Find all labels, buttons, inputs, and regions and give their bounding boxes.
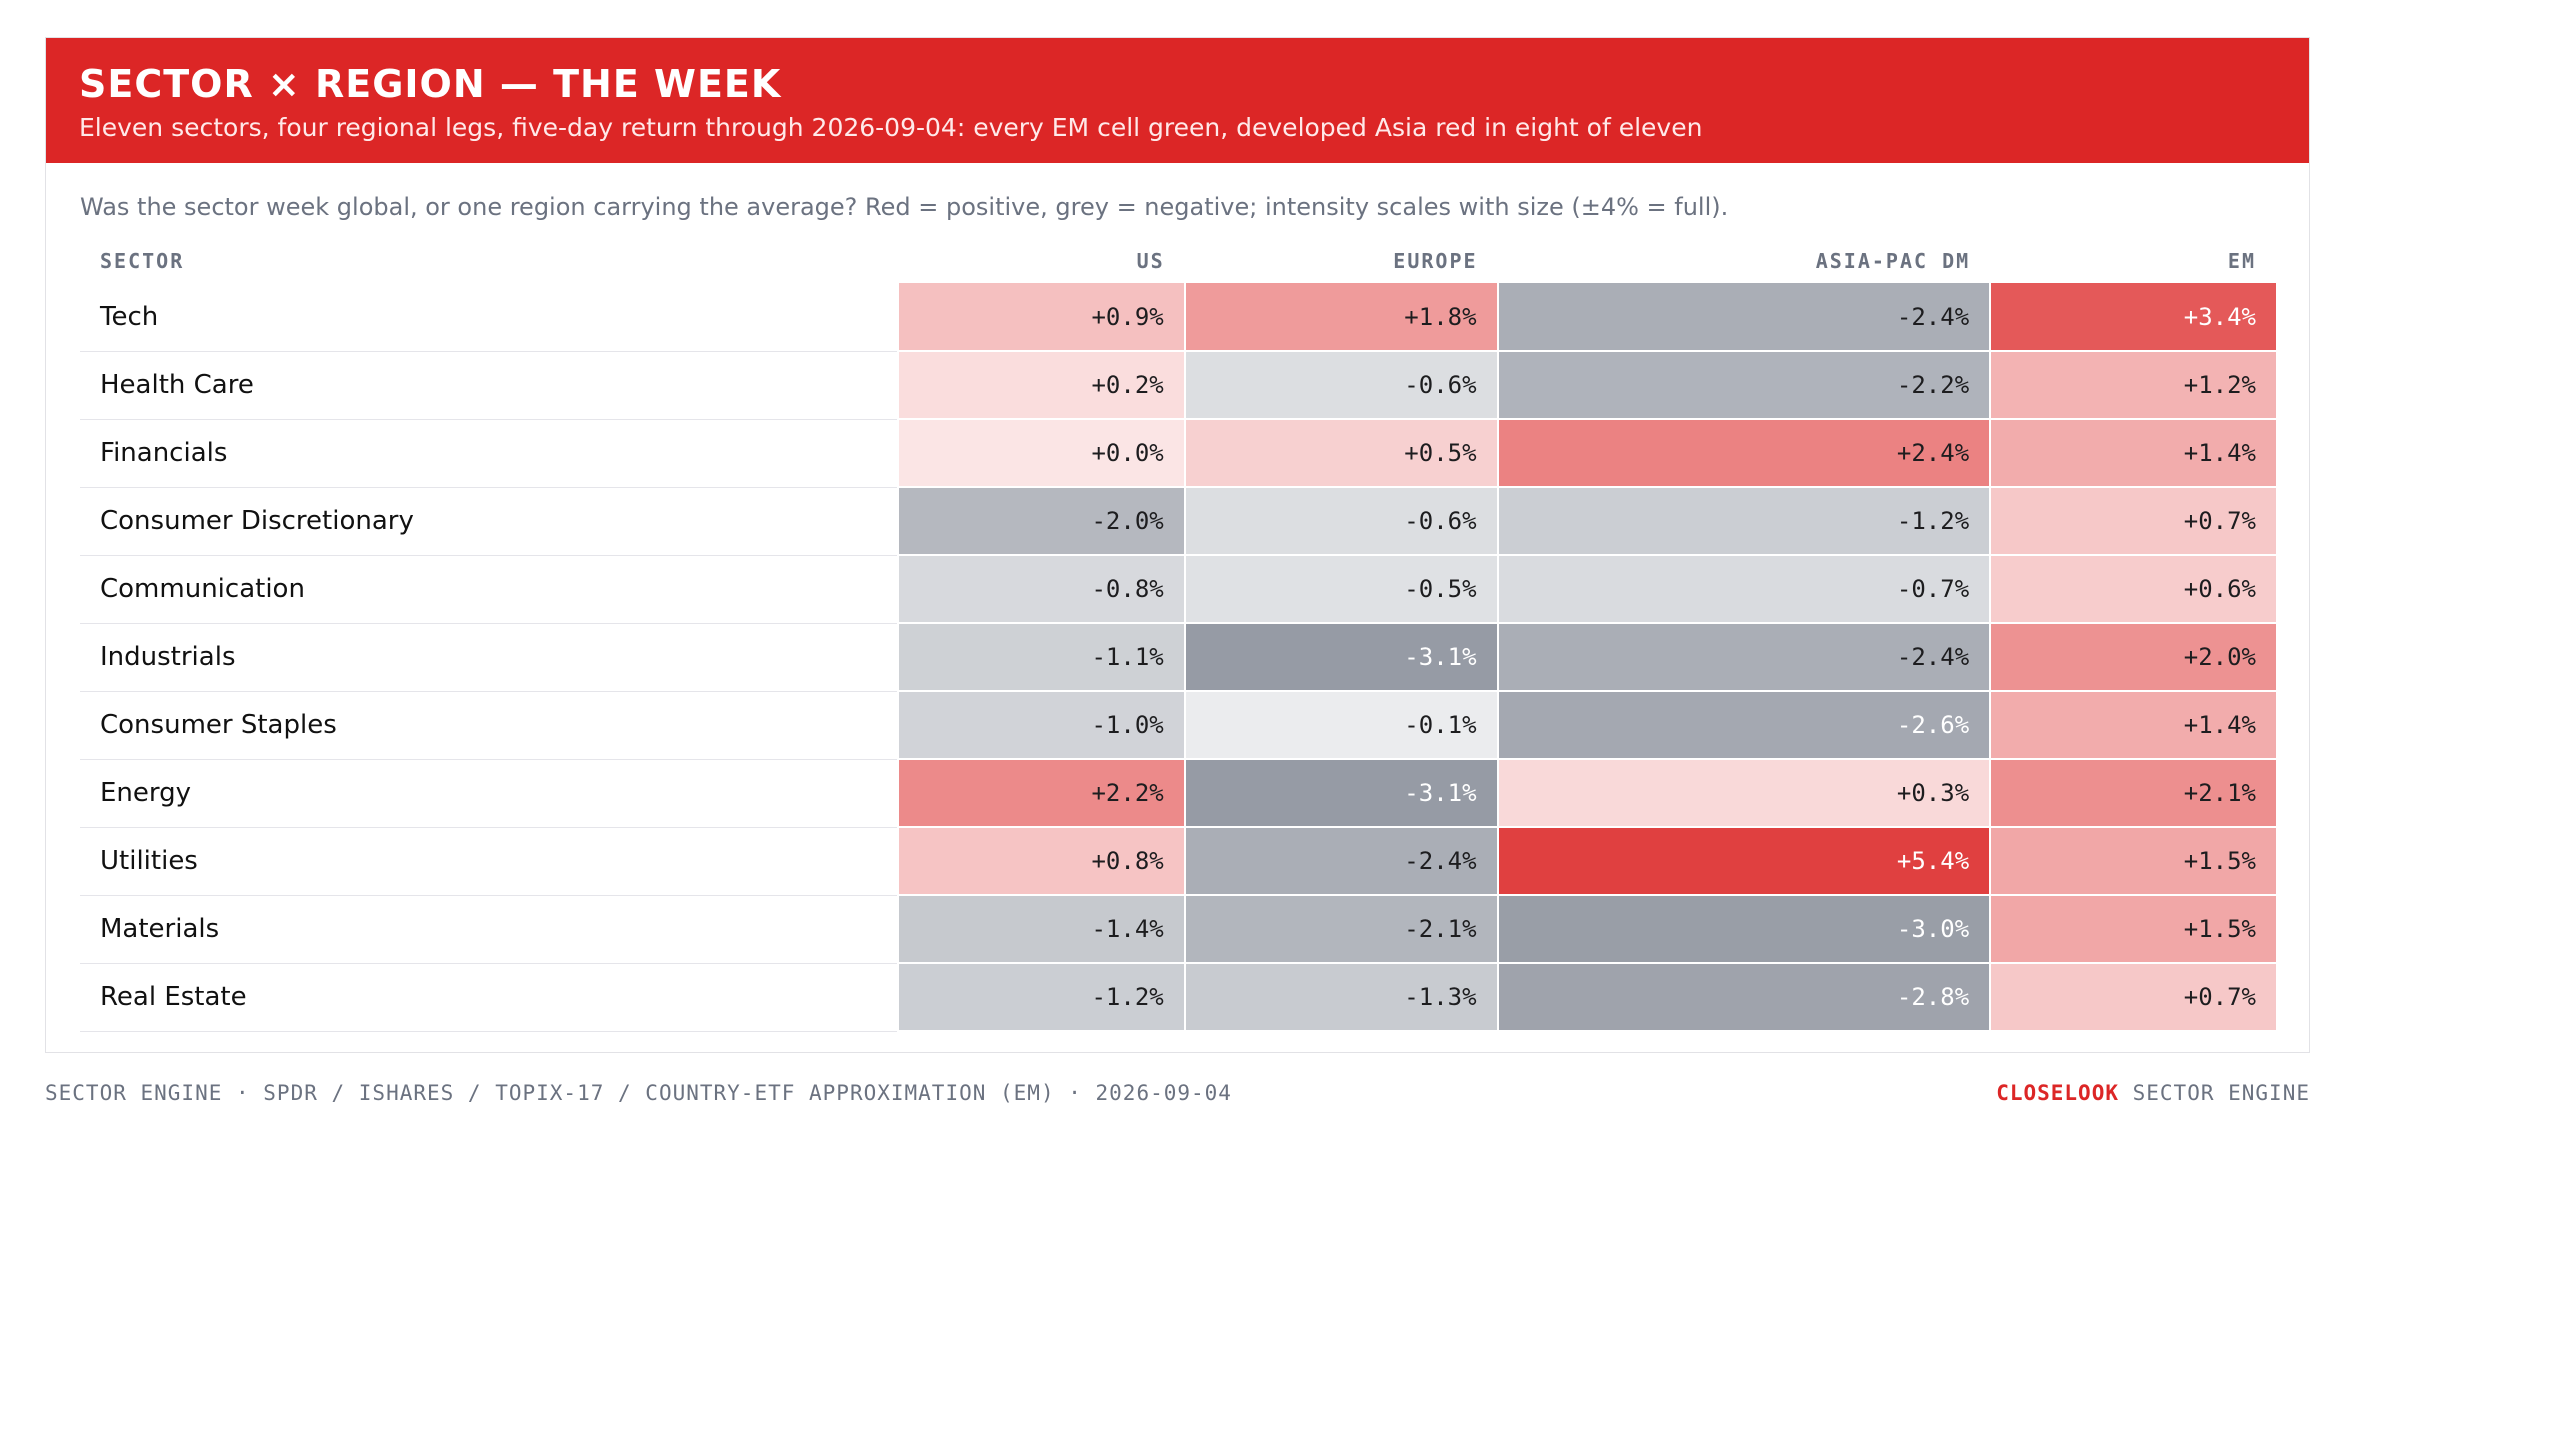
heat-cell-asia-pac-dm: +2.4% — [1496, 419, 1991, 488]
footer-source: SECTOR ENGINE · SPDR / ISHARES / TOPIX-1… — [45, 1081, 1232, 1105]
heatmap-table: SECTOR US EUROPE ASIA-PAC DM EM Tech +0.9… — [80, 249, 2276, 1032]
heat-cell-em: +2.0% — [1989, 623, 2276, 692]
heat-cell-europe: -0.5% — [1183, 555, 1498, 624]
heat-cell-us: +0.2% — [896, 351, 1185, 420]
heat-cell-em: +1.5% — [1989, 895, 2276, 964]
panel-body: Was the sector week global, or one regio… — [46, 163, 2309, 1052]
footer-brand-block: CLOSELOOK SECTOR ENGINE — [1996, 1081, 2310, 1105]
heat-cell-em: +1.4% — [1989, 419, 2276, 488]
heat-cell-asia-pac-dm: +5.4% — [1496, 827, 1991, 896]
heat-cell-us: -1.4% — [896, 895, 1185, 964]
sector-label: Health Care — [80, 351, 898, 420]
heatmap-body: Tech +0.9% +1.8% -2.4% +3.4% Health Care +0.2%… — [80, 283, 2276, 1032]
table-row: Financials +0.0% +0.5% +2.4% +1.4% — [80, 419, 2276, 488]
heat-cell-europe: -3.1% — [1183, 623, 1498, 692]
heat-cell-em: +1.4% — [1989, 691, 2276, 760]
sector-label: Tech — [80, 283, 898, 352]
heat-cell-asia-pac-dm: -0.7% — [1496, 555, 1991, 624]
heat-cell-europe: -3.1% — [1183, 759, 1498, 828]
heat-cell-em: +0.7% — [1989, 487, 2276, 556]
heatmap-panel: SECTOR × REGION — THE WEEK Eleven sector… — [45, 37, 2310, 1053]
table-row: Consumer Staples -1.0% -0.1% -2.6% +1.4% — [80, 691, 2276, 760]
heat-cell-us: -1.2% — [896, 963, 1185, 1032]
sector-label: Industrials — [80, 623, 898, 692]
footer-brand: CLOSELOOK — [1996, 1081, 2119, 1105]
sector-label: Utilities — [80, 827, 898, 896]
heat-cell-us: -1.0% — [896, 691, 1185, 760]
heat-cell-us: -2.0% — [896, 487, 1185, 556]
sector-label: Consumer Staples — [80, 691, 898, 760]
heat-cell-asia-pac-dm: -2.6% — [1496, 691, 1991, 760]
table-row: Health Care +0.2% -0.6% -2.2% +1.2% — [80, 351, 2276, 420]
column-header-asia-pac-dm: ASIA-PAC DM — [1815, 249, 1971, 273]
heat-cell-asia-pac-dm: -2.4% — [1496, 623, 1991, 692]
heat-cell-asia-pac-dm: -2.2% — [1496, 351, 1991, 420]
table-row: Industrials -1.1% -3.1% -2.4% +2.0% — [80, 623, 2276, 692]
chart-title: SECTOR × REGION — THE WEEK — [79, 62, 782, 106]
heat-cell-em: +3.4% — [1989, 283, 2276, 352]
heat-cell-em: +2.1% — [1989, 759, 2276, 828]
heatmap-header-row: SECTOR US EUROPE ASIA-PAC DM EM — [80, 249, 2276, 283]
sector-label: Financials — [80, 419, 898, 488]
table-row: Communication -0.8% -0.5% -0.7% +0.6% — [80, 555, 2276, 624]
table-row: Energy +2.2% -3.1% +0.3% +2.1% — [80, 759, 2276, 828]
column-header-sector: SECTOR — [100, 249, 185, 273]
heat-cell-asia-pac-dm: +0.3% — [1496, 759, 1991, 828]
heat-cell-us: +0.9% — [896, 283, 1185, 352]
sector-label: Materials — [80, 895, 898, 964]
sector-label: Consumer Discretionary — [80, 487, 898, 556]
heat-cell-em: +1.2% — [1989, 351, 2276, 420]
table-row: Real Estate -1.2% -1.3% -2.8% +0.7% — [80, 963, 2276, 1032]
footer: SECTOR ENGINE · SPDR / ISHARES / TOPIX-1… — [45, 1081, 2310, 1105]
heat-cell-em: +1.5% — [1989, 827, 2276, 896]
heat-cell-us: +0.8% — [896, 827, 1185, 896]
heat-cell-us: +2.2% — [896, 759, 1185, 828]
heat-cell-asia-pac-dm: -3.0% — [1496, 895, 1991, 964]
heat-cell-em: +0.6% — [1989, 555, 2276, 624]
heat-cell-europe: -2.1% — [1183, 895, 1498, 964]
heat-cell-europe: +0.5% — [1183, 419, 1498, 488]
sector-label: Energy — [80, 759, 898, 828]
column-header-europe: EUROPE — [1393, 249, 1478, 273]
heat-cell-asia-pac-dm: -2.4% — [1496, 283, 1991, 352]
table-row: Consumer Discretionary -2.0% -0.6% -1.2% +0.… — [80, 487, 2276, 556]
column-header-us: US — [1136, 249, 1165, 273]
sector-label: Communication — [80, 555, 898, 624]
chart-subtitle: Eleven sectors, four regional legs, five… — [79, 113, 1703, 142]
heat-cell-us: -1.1% — [896, 623, 1185, 692]
heat-cell-europe: -1.3% — [1183, 963, 1498, 1032]
heat-cell-em: +0.7% — [1989, 963, 2276, 1032]
chart-question: Was the sector week global, or one regio… — [80, 193, 1729, 221]
heat-cell-europe: +1.8% — [1183, 283, 1498, 352]
heat-cell-europe: -2.4% — [1183, 827, 1498, 896]
table-row: Tech +0.9% +1.8% -2.4% +3.4% — [80, 283, 2276, 352]
heat-cell-europe: -0.6% — [1183, 351, 1498, 420]
heat-cell-europe: -0.1% — [1183, 691, 1498, 760]
table-row: Utilities +0.8% -2.4% +5.4% +1.5% — [80, 827, 2276, 896]
table-row: Materials -1.4% -2.1% -3.0% +1.5% — [80, 895, 2276, 964]
sector-label: Real Estate — [80, 963, 898, 1032]
heat-cell-asia-pac-dm: -2.8% — [1496, 963, 1991, 1032]
footer-brand-suffix: SECTOR ENGINE — [2118, 1081, 2310, 1105]
heat-cell-asia-pac-dm: -1.2% — [1496, 487, 1991, 556]
column-header-em: EM — [2227, 249, 2256, 273]
heat-cell-us: -0.8% — [896, 555, 1185, 624]
heat-cell-europe: -0.6% — [1183, 487, 1498, 556]
heat-cell-us: +0.0% — [896, 419, 1185, 488]
header-banner: SECTOR × REGION — THE WEEK Eleven sector… — [46, 38, 2309, 163]
